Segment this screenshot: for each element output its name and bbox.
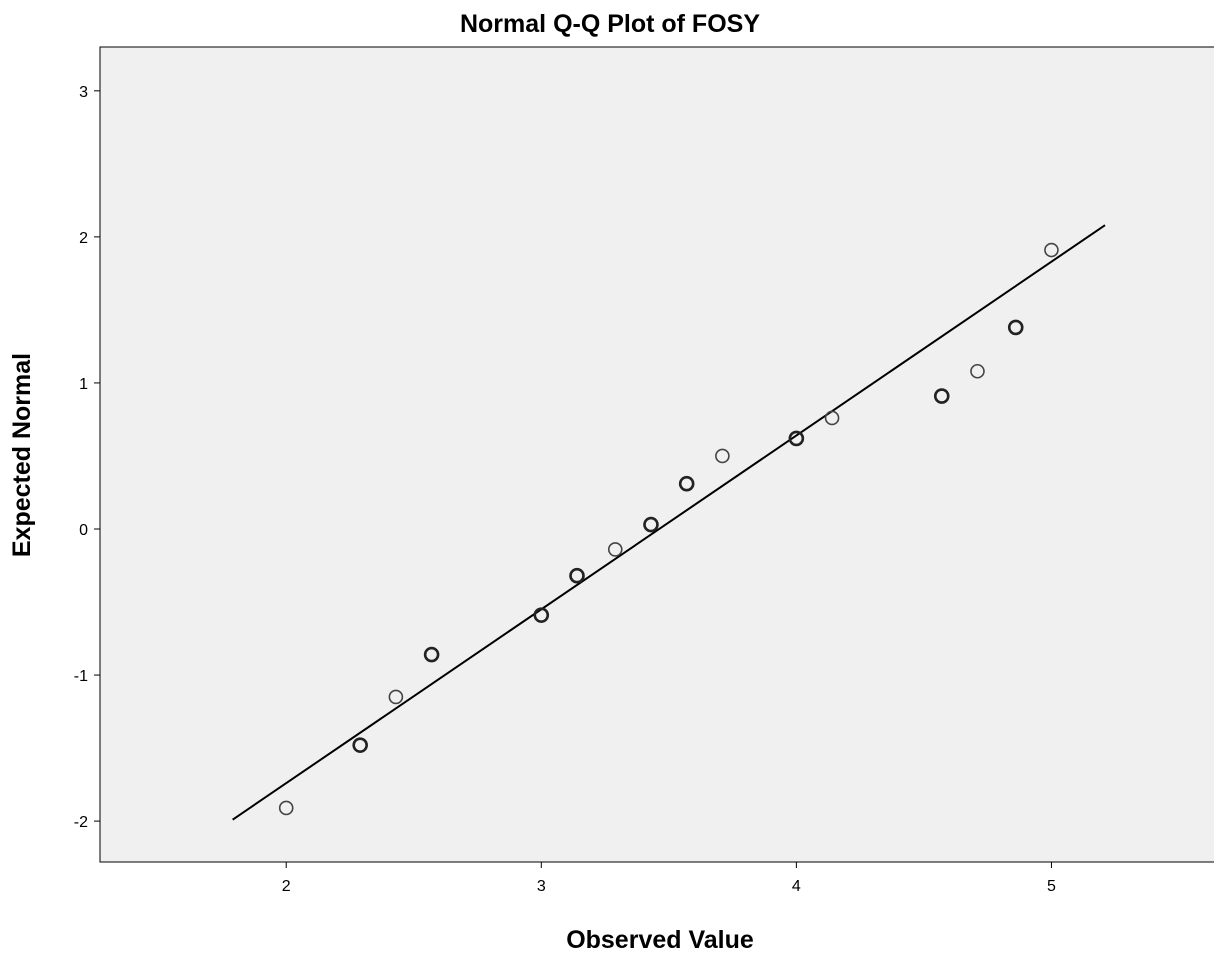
x-tick-label: 3 <box>537 878 546 895</box>
y-tick-label: -1 <box>74 668 88 685</box>
data-point <box>788 430 805 447</box>
data-point <box>824 410 840 426</box>
data-point <box>388 689 404 705</box>
plot-area <box>99 46 1214 863</box>
y-axis-title: Expected Normal <box>8 353 36 557</box>
y-tick-label: 2 <box>79 230 88 247</box>
data-point <box>715 448 730 464</box>
x-tick-label: 5 <box>1047 878 1056 895</box>
data-point <box>678 475 695 492</box>
data-point <box>533 607 550 623</box>
y-axis: 3 2 1 0 -1 -2 <box>74 84 100 831</box>
data-point <box>933 388 950 404</box>
data-point <box>607 542 623 557</box>
y-tick-label: -2 <box>74 814 88 831</box>
x-tick-label: 4 <box>792 878 801 895</box>
chart-title: Normal Q-Q Plot of FOSY <box>460 10 760 38</box>
y-tick-label: 3 <box>79 84 88 101</box>
x-tick-label: 2 <box>282 878 291 895</box>
data-point <box>569 567 585 584</box>
data-point <box>423 646 440 663</box>
data-point <box>1044 242 1059 258</box>
x-axis-title: Observed Value <box>566 926 754 954</box>
data-point <box>278 800 294 816</box>
y-tick-label: 0 <box>79 522 88 539</box>
data-point <box>643 516 659 533</box>
data-point <box>1007 319 1024 336</box>
x-axis: 2 3 4 5 <box>282 862 1056 895</box>
data-points <box>278 242 1059 816</box>
reference-line <box>232 224 1106 821</box>
y-tick-label: 1 <box>79 376 88 393</box>
data-point <box>970 363 985 379</box>
data-point <box>352 737 368 753</box>
